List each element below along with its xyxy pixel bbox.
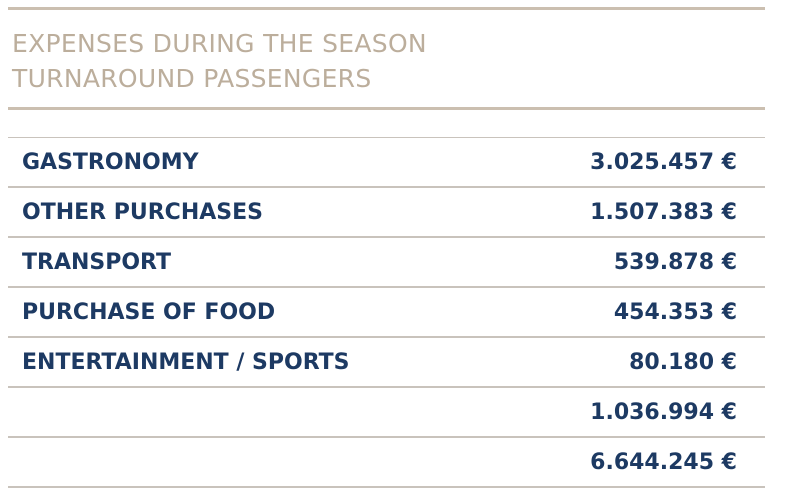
table-row: TRANSPORT 539.878 €: [8, 238, 765, 288]
heading-rule: [8, 107, 765, 110]
table-row: ENTERTAINMENT / SPORTS 80.180 €: [8, 338, 765, 388]
title-line-2: TURNAROUND PASSENGERS: [12, 64, 372, 93]
row-label: GASTRONOMY: [22, 150, 199, 175]
row-value: 1.036.994 €: [590, 400, 737, 425]
table-row: GASTRONOMY 3.025.457 €: [8, 138, 765, 188]
row-value: 454.353 €: [613, 300, 737, 325]
expenses-table: GASTRONOMY 3.025.457 € OTHER PURCHASES 1…: [8, 137, 765, 488]
total-row: 6.644.245 €: [8, 438, 765, 488]
row-label: TRANSPORT: [22, 250, 172, 275]
row-value: 539.878 €: [613, 250, 737, 275]
row-value: 80.180 €: [629, 350, 737, 375]
table-row: PURCHASE OF FOOD 454.353 €: [8, 288, 765, 338]
top-rule: [8, 7, 765, 10]
row-label: ENTERTAINMENT / SPORTS: [22, 350, 350, 375]
total-value: 6.644.245 €: [590, 450, 737, 475]
title-line-1: EXPENSES DURING THE SEASON: [12, 29, 427, 58]
row-value: 3.025.457 €: [590, 150, 737, 175]
table-row: OTHER PURCHASES 1.507.383 €: [8, 188, 765, 238]
row-value: 1.507.383 €: [590, 200, 737, 225]
table-row: 1.036.994 €: [8, 388, 765, 438]
page-title: EXPENSES DURING THE SEASON TURNAROUND PA…: [12, 26, 427, 96]
row-label: PURCHASE OF FOOD: [22, 300, 276, 325]
row-label: OTHER PURCHASES: [22, 200, 263, 225]
